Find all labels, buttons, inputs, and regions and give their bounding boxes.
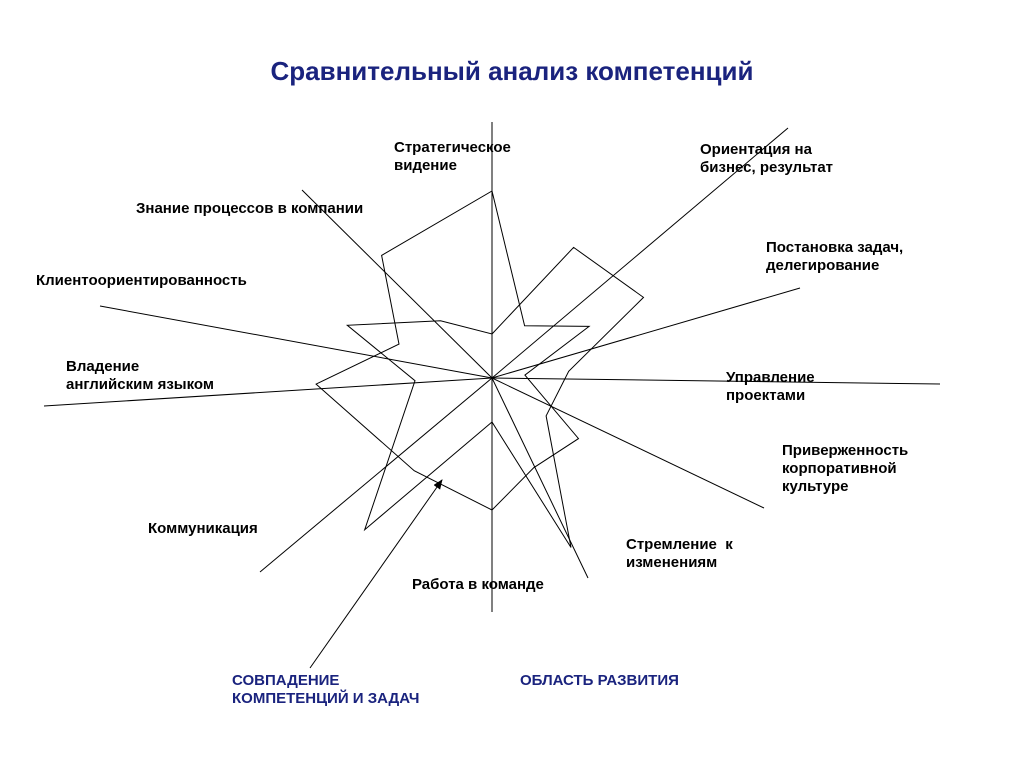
axis-label: Ориентация на бизнес, результат	[700, 141, 833, 177]
axis-label: Коммуникация	[148, 520, 258, 538]
axis-label: Управление проектами	[726, 369, 815, 405]
axis-label: Стратегическое видение	[394, 139, 511, 175]
axis-label: Постановка задач, делегирование	[766, 239, 903, 275]
footer-caption-right: ОБЛАСТЬ РАЗВИТИЯ	[520, 672, 679, 690]
axis-label: Знание процессов в компании	[136, 200, 363, 218]
radar-axis	[492, 378, 764, 508]
radar-series-series-b	[347, 247, 643, 547]
axis-label: Работа в команде	[412, 576, 544, 594]
radar-axis	[260, 378, 492, 572]
pointer-arrow	[310, 480, 442, 668]
axis-label: Клиентоориентированность	[36, 272, 247, 290]
radar-axis	[492, 378, 940, 384]
axis-label: Приверженность корпоративной культуре	[782, 442, 908, 496]
radar-axis	[302, 190, 492, 378]
radar-series-series-a	[316, 191, 589, 510]
radar-axis	[492, 378, 588, 578]
footer-caption-left: СОВПАДЕНИЕ КОМПЕТЕНЦИЙ И ЗАДАЧ	[232, 672, 419, 708]
axis-label: Стремление к изменениям	[626, 536, 733, 572]
axis-label: Владение английским языком	[66, 358, 214, 394]
